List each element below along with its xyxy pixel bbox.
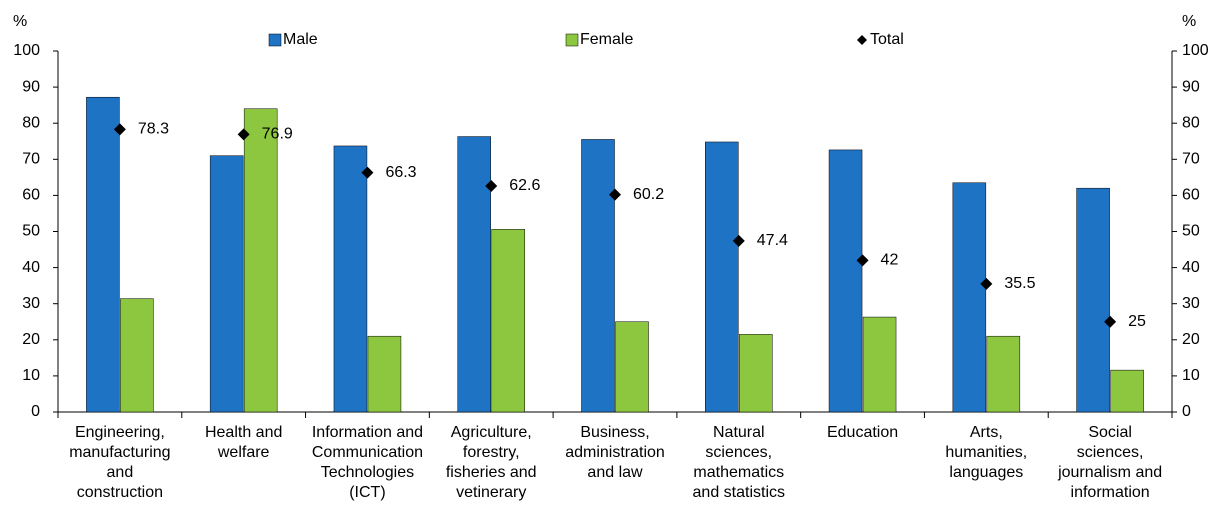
- value-label: 35.5: [1004, 275, 1035, 292]
- x-tick-label: sciences,: [705, 444, 772, 461]
- value-label: 42: [881, 252, 899, 269]
- bar: [739, 334, 773, 413]
- bar: [457, 136, 491, 413]
- x-tick-label: forestry,: [463, 444, 520, 461]
- marker: [609, 188, 621, 201]
- y-tick-label: 70: [22, 151, 40, 168]
- x-tick-label: sciences,: [1077, 444, 1144, 461]
- bar: [86, 96, 120, 413]
- x-tick-label: administration: [565, 444, 665, 461]
- marker: [1104, 315, 1117, 328]
- y-tick-label: 30: [22, 295, 40, 312]
- bar: [581, 139, 615, 413]
- x-tick-label: Technologies: [321, 464, 414, 481]
- y-tick-label: 40: [22, 259, 40, 276]
- bar: [986, 335, 1021, 413]
- bar: [1110, 369, 1144, 413]
- x-tick-label: Natural: [713, 424, 765, 441]
- y-tick-label: 10: [22, 367, 40, 384]
- x-tick-label: construction: [77, 484, 163, 501]
- marker: [113, 123, 126, 136]
- value-label: 78.3: [138, 121, 169, 138]
- y2-tick-label: 20: [1182, 331, 1200, 348]
- x-tick-label: Business,: [580, 424, 649, 441]
- bar: [615, 321, 649, 413]
- x-tick-label: Communication: [312, 444, 423, 461]
- x-tick-label: and: [107, 464, 134, 481]
- x-tick-label: languages: [949, 464, 1023, 481]
- y-tick-label: 50: [22, 223, 40, 240]
- value-label: 25: [1128, 313, 1146, 330]
- value-label: 66.3: [385, 164, 416, 181]
- y-tick-label: 80: [22, 114, 40, 131]
- y2-tick-label: 90: [1182, 78, 1200, 95]
- x-tick-label: mathematics: [693, 464, 784, 481]
- bar: [862, 316, 897, 413]
- value-label: 60.2: [633, 186, 664, 203]
- x-tick-label: and statistics: [693, 484, 785, 501]
- y2-tick-label: 30: [1182, 295, 1200, 312]
- y2-tick-label: 100: [1182, 42, 1209, 59]
- y2-axis-label: %: [1182, 13, 1196, 30]
- legend-label: Female: [580, 31, 633, 48]
- x-tick-label: Information and: [312, 424, 423, 441]
- y-tick-label: 0: [31, 403, 40, 420]
- bar: [491, 229, 525, 413]
- bar: [243, 108, 278, 413]
- y-tick-label: 20: [22, 331, 40, 348]
- bar: [828, 149, 863, 413]
- x-tick-label: (ICT): [349, 484, 385, 501]
- x-tick-label: humanities,: [945, 444, 1027, 461]
- marker: [980, 277, 993, 290]
- y2-tick-label: 0: [1182, 403, 1191, 420]
- y-tick-label: 90: [22, 78, 40, 95]
- value-label: 76.9: [262, 126, 293, 143]
- y2-tick-label: 40: [1182, 259, 1200, 276]
- x-tick-label: and law: [587, 464, 643, 481]
- x-tick-label: fisheries and: [446, 464, 537, 481]
- marker: [856, 254, 869, 267]
- x-tick-label: Social: [1088, 424, 1132, 441]
- x-tick-label: vetinerary: [456, 484, 526, 501]
- bar: [120, 298, 154, 413]
- x-tick-label: manufacturing: [69, 444, 170, 461]
- y2-tick-label: 80: [1182, 114, 1200, 131]
- x-tick-label: Agriculture,: [451, 424, 532, 441]
- value-label: 47.4: [757, 232, 788, 249]
- value-label: 62.6: [509, 177, 540, 194]
- y2-tick-label: 50: [1182, 223, 1200, 240]
- bar: [952, 182, 987, 413]
- legend-swatch: [268, 33, 282, 47]
- bar: [333, 145, 368, 413]
- bar: [367, 335, 402, 413]
- legend-label: Total: [870, 31, 904, 48]
- x-tick-label: welfare: [217, 444, 270, 461]
- y-tick-label: 100: [13, 42, 40, 59]
- y-axis-label: %: [13, 13, 27, 30]
- x-tick-label: journalism and: [1057, 464, 1162, 481]
- bar: [1076, 187, 1110, 413]
- bar: [705, 141, 739, 413]
- marker: [485, 180, 498, 193]
- legend-swatch: [565, 33, 579, 47]
- y-tick-label: 60: [22, 187, 40, 204]
- bar: [209, 155, 244, 413]
- x-tick-label: Arts,: [970, 424, 1003, 441]
- marker: [361, 166, 374, 179]
- marker: [237, 128, 250, 141]
- y2-tick-label: 60: [1182, 187, 1200, 204]
- legend-swatch: [857, 35, 867, 45]
- x-tick-label: information: [1071, 484, 1150, 501]
- marker: [732, 234, 745, 247]
- y2-tick-label: 70: [1182, 151, 1200, 168]
- y2-tick-label: 10: [1182, 367, 1200, 384]
- legend-label: Male: [283, 31, 318, 48]
- x-tick-label: Education: [827, 424, 898, 441]
- x-tick-label: Engineering,: [75, 424, 165, 441]
- x-tick-label: Health and: [205, 424, 282, 441]
